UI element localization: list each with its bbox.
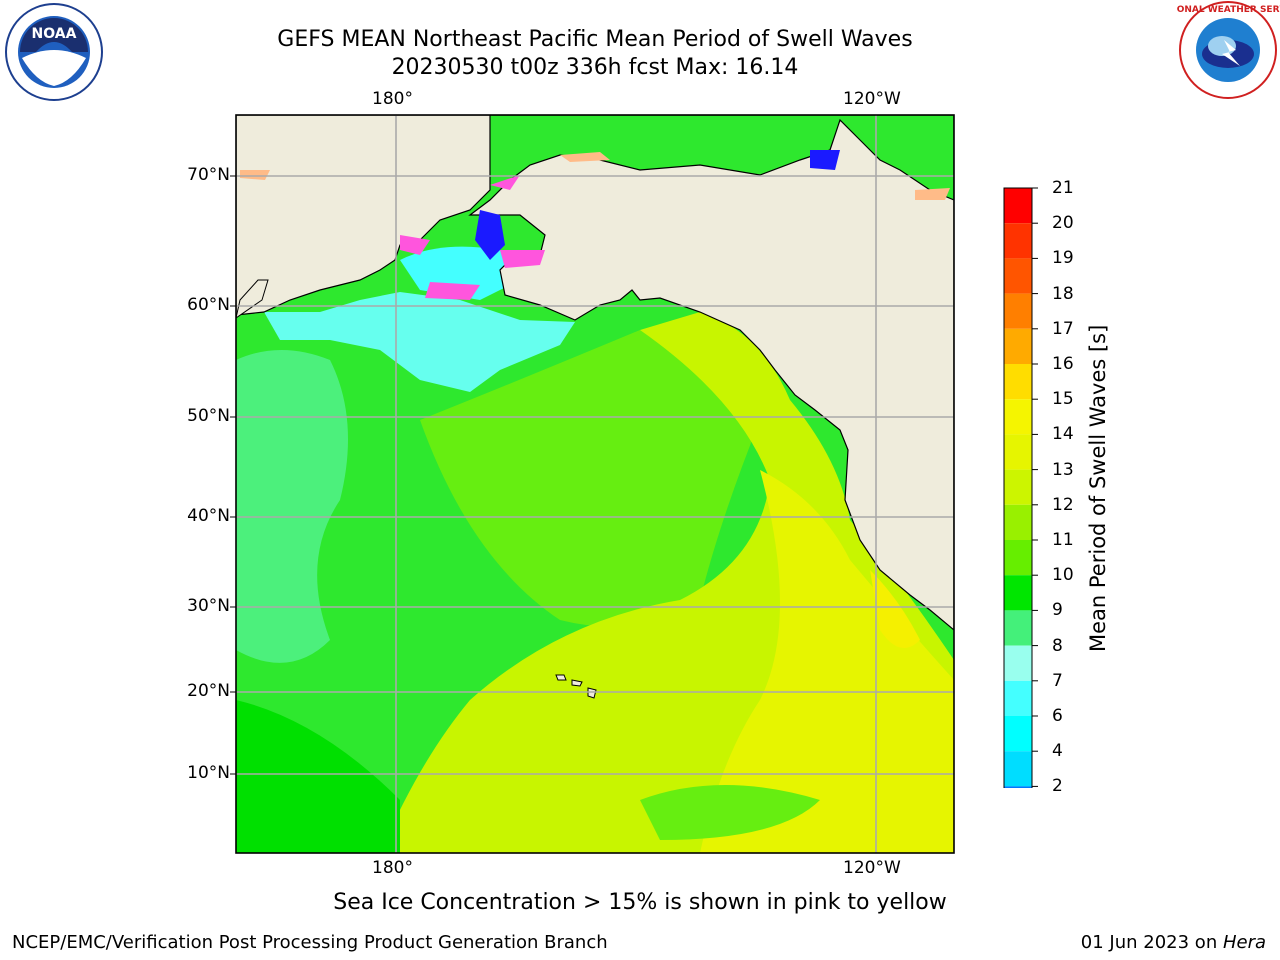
- ocean-baja-yellow: [870, 570, 920, 648]
- colorbar-tick-label: 19: [1052, 248, 1074, 269]
- chart-subtitle: 20230530 t00z 336h fcst Max: 16.14: [391, 55, 799, 80]
- ocean-west-band: [236, 350, 348, 663]
- colorbar-segment: [1004, 645, 1032, 681]
- colorbar-segment: [1004, 328, 1032, 364]
- colorbar-tick-label: 18: [1052, 283, 1074, 304]
- colorbar-tick-label: 16: [1052, 354, 1074, 374]
- colorbar-segment: [1004, 575, 1032, 611]
- x-tick-top-120w: 120°W: [843, 89, 901, 109]
- sea-ice-blue: [475, 210, 505, 260]
- map-frame: [235, 114, 955, 854]
- colorbar-tick-label: 9: [1052, 600, 1063, 621]
- y-tick-50n: 50°N: [187, 406, 230, 426]
- colorbar-tick-label: 7: [1052, 670, 1063, 691]
- land-kamchatka: [236, 279, 269, 319]
- ocean-southwest-green: [236, 700, 400, 853]
- colorbar-tick-label: 20: [1052, 213, 1074, 234]
- svg-text:NATIONAL WEATHER SERVICE: NATIONAL WEATHER SERVICE: [1176, 5, 1280, 15]
- map-ticks: [230, 175, 236, 775]
- colorbar-segment: [1004, 434, 1032, 470]
- colorbar-tick-label: 6: [1052, 706, 1063, 726]
- colorbar-segment: [1004, 540, 1032, 576]
- colorbar-tick-label: 13: [1052, 459, 1074, 480]
- colorbar-segment: [1004, 786, 1032, 788]
- colorbar-segment: [1004, 188, 1032, 224]
- y-tick-60n: 60°N: [187, 295, 230, 315]
- colorbar-tick-label: 15: [1052, 389, 1074, 410]
- colorbar-segment: [1004, 504, 1032, 540]
- colorbar-tick-label: 17: [1052, 318, 1074, 339]
- colorbar-segment: [1004, 364, 1032, 400]
- land-north-america: [236, 115, 954, 631]
- colorbar-segment: [1004, 716, 1032, 752]
- colorbar-segment: [1004, 399, 1032, 435]
- colorbar-tick-label: 12: [1052, 494, 1074, 515]
- footer-credit: NCEP/EMC/Verification Post Processing Pr…: [12, 932, 608, 953]
- colorbar-tick-label: 8: [1052, 635, 1063, 656]
- ocean-central-band: [420, 330, 760, 627]
- graticule: [236, 115, 954, 853]
- ocean-east-yellow: [700, 470, 954, 853]
- footer-machine: Hera: [1222, 932, 1266, 953]
- x-tick-bottom-120w: 120°W: [843, 858, 901, 878]
- x-tick-top-180: 180°: [372, 89, 413, 109]
- y-tick-70n: 70°N: [187, 165, 230, 185]
- y-tick-30n: 30°N: [187, 596, 230, 616]
- y-tick-10n: 10°N: [187, 763, 230, 783]
- colorbar-segment: [1004, 258, 1032, 294]
- sea-ice-pink: [400, 160, 545, 300]
- chart-title: GEFS MEAN Northeast Pacific Mean Period …: [277, 27, 913, 52]
- x-tick-bottom-180: 180°: [372, 858, 413, 878]
- ocean-south-patch: [640, 785, 820, 840]
- colorbar-segment: [1004, 293, 1032, 329]
- colorbar: [1003, 187, 1038, 788]
- footer-date-text: 01 Jun 2023 on: [1080, 932, 1223, 953]
- y-tick-20n: 20°N: [187, 681, 230, 701]
- colorbar-tick-label: 21: [1052, 178, 1074, 198]
- sea-ice-blue-east: [810, 150, 840, 170]
- colorbar-tick-label: 14: [1052, 424, 1074, 445]
- colorbar-segment: [1004, 223, 1032, 259]
- colorbar-label: Mean Period of Swell Waves [s]: [1086, 324, 1110, 652]
- land-siberia: [236, 115, 491, 316]
- sea-ice-caption: Sea Ice Concentration > 15% is shown in …: [333, 890, 947, 915]
- colorbar-segment: [1004, 469, 1032, 505]
- colorbar-segment: [1004, 680, 1032, 716]
- bering-sea: [264, 292, 575, 392]
- noaa-logo: NOAA: [5, 3, 103, 101]
- colorbar-tick-label: 10: [1052, 565, 1074, 586]
- land-hawaii: [555, 674, 597, 699]
- colorbar-tick-label: 11: [1052, 530, 1074, 550]
- y-tick-40n: 40°N: [187, 506, 230, 526]
- svg-text:NOAA: NOAA: [32, 26, 77, 42]
- colorbar-tick-label: 4: [1052, 741, 1063, 762]
- colorbar-tick-label: 2: [1052, 776, 1063, 797]
- colorbar-segment: [1004, 751, 1032, 787]
- footer-date: 01 Jun 2023 on Hera: [1081, 932, 1266, 953]
- nws-logo: NATIONAL WEATHER SERVICE: [1176, 1, 1280, 99]
- colorbar-segment: [1004, 610, 1032, 646]
